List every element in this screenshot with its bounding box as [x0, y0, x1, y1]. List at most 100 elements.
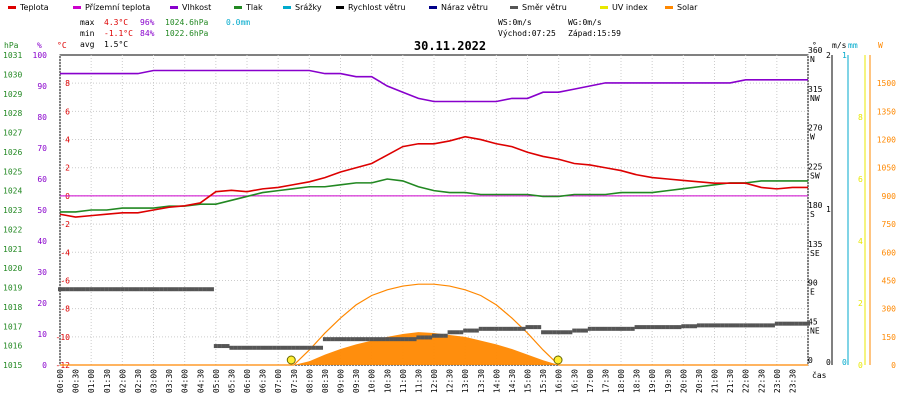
direction-tick-label: 360: [808, 46, 823, 55]
wind-direction-point: [525, 325, 530, 330]
axis-unit-direction: °: [812, 41, 817, 50]
uv-tick-label: 0: [858, 361, 863, 370]
wind-direction-point: [283, 345, 288, 350]
stat-min-pressure: 1022.6hPa: [165, 29, 209, 38]
pressure-tick-label: 1029: [3, 90, 22, 99]
solar-clear-sky-line: [60, 283, 808, 366]
pressure-tick-label: 1016: [3, 342, 22, 351]
time-tick-label: 09:30: [352, 369, 361, 393]
wind-direction-point: [299, 345, 304, 350]
pressure-tick-label: 1024: [3, 187, 22, 196]
time-tick-label: 18:00: [617, 369, 626, 393]
direction-tick-label: 180: [808, 201, 823, 210]
humidity-tick-label: 20: [37, 299, 47, 308]
time-tick-label: 21:00: [711, 369, 720, 393]
wind-direction-point: [759, 323, 764, 328]
wind-direction-point: [700, 323, 705, 328]
axis-unit-rain: mm: [848, 41, 858, 50]
wind-direction-point: [568, 330, 573, 335]
time-tick-label: 17:30: [601, 369, 610, 393]
wind-direction-point: [276, 345, 281, 350]
wind-direction-point: [599, 326, 604, 331]
wind-direction-point: [221, 344, 226, 349]
solar-tick-label: 750: [882, 220, 897, 229]
wind-direction-point: [626, 326, 631, 331]
solar-tick-label: 600: [882, 248, 897, 257]
wind-direction-point: [135, 287, 140, 292]
wind-direction-point: [252, 345, 257, 350]
wind-direction-point: [743, 323, 748, 328]
wind-direction-point: [89, 287, 94, 292]
solar-tick-label: 1050: [877, 164, 896, 173]
wind-direction-point: [338, 337, 343, 342]
uv-tick-label: 8: [858, 113, 863, 122]
wind-direction-point: [521, 326, 526, 331]
wind-direction-point: [447, 330, 452, 335]
wind-direction-point: [435, 333, 440, 338]
wind-direction-point: [245, 345, 249, 350]
wind-direction-point: [326, 337, 331, 342]
wind-direction-point: [342, 337, 347, 342]
legend-label: Směr větru: [522, 3, 567, 12]
direction-name-label: N: [810, 55, 815, 64]
wind-direction-point: [163, 287, 168, 292]
wind-direction-point: [798, 321, 803, 326]
direction-name-label: S: [810, 210, 815, 219]
time-tick-label: 05:00: [212, 369, 221, 393]
axis-unit-pressure: hPa: [4, 41, 19, 50]
wind-direction-point: [128, 287, 133, 292]
wind-direction-point: [517, 326, 522, 331]
axis-unit-temperature: °C: [57, 41, 67, 50]
stat-max-pressure: 1024.6hPa: [165, 18, 209, 27]
wind-direction-point: [315, 345, 320, 350]
wind-direction-point: [685, 324, 690, 329]
wind-direction-point: [634, 325, 639, 330]
wind-direction-point: [178, 287, 183, 292]
wind-direction-point: [104, 287, 109, 292]
legend-swatch: [429, 6, 437, 9]
wind-direction-point: [369, 337, 374, 342]
wind-direction-point: [330, 337, 335, 342]
wind-direction-point: [155, 287, 160, 292]
wind-direction-point: [428, 335, 433, 340]
wind-direction-point: [404, 337, 409, 342]
wind-direction-point: [650, 325, 655, 330]
sunrise-info: Východ:07:25: [498, 29, 556, 38]
wind-direction-point: [65, 287, 70, 292]
solar-tick-label: 300: [882, 305, 897, 314]
wind-direction-point: [490, 326, 495, 331]
wind-direction-point: [385, 337, 390, 342]
humidity-tick-label: 50: [37, 206, 47, 215]
time-tick-label: 19:30: [664, 369, 673, 393]
wind-direction-point: [85, 287, 90, 292]
wind-direction-point: [595, 326, 600, 331]
sun-marker: [553, 355, 563, 365]
wind-direction-point: [576, 328, 581, 333]
wind-direction-point: [630, 326, 635, 331]
wind-direction-point: [767, 323, 772, 328]
time-tick-label: 10:30: [383, 369, 392, 393]
time-tick-label: 07:30: [290, 369, 299, 393]
wind-direction-point: [174, 287, 179, 292]
wind-direction-point: [400, 337, 405, 342]
legend-swatch: [336, 6, 344, 9]
time-tick-label: 13:30: [477, 369, 486, 393]
pressure-tick-label: 1028: [3, 109, 22, 118]
solar-tick-label: 0: [891, 361, 896, 370]
stat-min-label: min: [80, 29, 95, 38]
wind-direction-point: [124, 287, 129, 292]
wind-direction-point: [116, 287, 121, 292]
time-tick-label: 08:00: [305, 369, 314, 393]
wind-direction-point: [689, 324, 694, 329]
pressure-tick-label: 1023: [3, 206, 22, 215]
temperature-tick-label: 8: [65, 79, 70, 88]
wind-direction-point: [642, 325, 647, 330]
wind-direction-point: [747, 323, 752, 328]
sun-marker: [286, 355, 296, 365]
wind-direction-point: [393, 337, 398, 342]
x-axis-label: čas: [812, 370, 827, 380]
wind-direction-point: [396, 337, 401, 342]
wind-direction-point: [147, 287, 152, 292]
wind-direction-point: [467, 328, 472, 333]
wind-direction-point: [724, 323, 729, 328]
